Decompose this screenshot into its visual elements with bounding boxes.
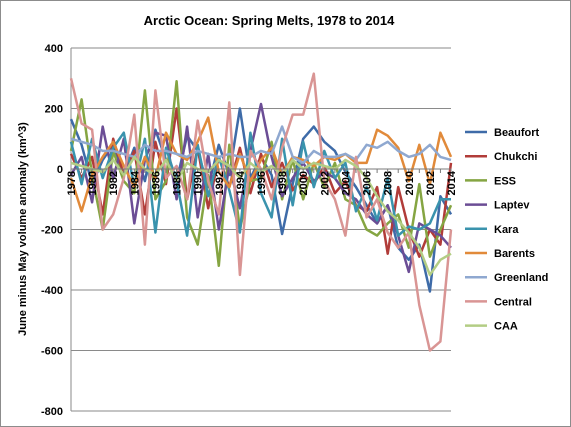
legend-label: CAA <box>494 321 518 333</box>
x-tick-label: 1988 <box>172 171 184 195</box>
x-tick-label: 1980 <box>87 171 99 195</box>
legend-label: Chukchi <box>494 151 537 163</box>
x-tick-label: 1994 <box>235 170 247 195</box>
legend: Beaufort Chukchi ESS Laptev Kara Barents Green… <box>465 127 548 333</box>
series-line-barents <box>69 116 453 213</box>
series-lines <box>69 72 453 352</box>
x-tick-label: 1978 <box>66 171 78 195</box>
legend-label: Beaufort <box>494 127 540 139</box>
y-tick-label: 0 <box>57 164 63 176</box>
series-line-ess <box>69 80 453 268</box>
series-line-chukchi <box>69 107 453 258</box>
x-tick-label: 1996 <box>256 171 268 195</box>
x-tick-label: 1998 <box>277 171 289 195</box>
x-tick-label: 1986 <box>150 171 162 195</box>
x-tick-label: 2008 <box>383 171 395 195</box>
chart-title: Arctic Ocean: Spring Melts, 1978 to 2014 <box>144 13 395 28</box>
x-tick-label: 2010 <box>404 171 416 195</box>
legend-label: Barents <box>494 248 535 260</box>
x-tick-label: 2000 <box>298 171 310 195</box>
x-tick-label: 1982 <box>108 171 120 195</box>
x-tick-label: 2012 <box>425 171 437 195</box>
y-tick-label: -400 <box>41 285 63 297</box>
legend-label: Greenland <box>494 272 548 284</box>
x-tick-label: 1990 <box>193 171 205 195</box>
series-line-laptev <box>69 102 452 274</box>
legend-label: Kara <box>494 224 519 236</box>
x-tick-label: 2004 <box>340 170 352 195</box>
y-tick-label: -200 <box>41 225 63 237</box>
x-tick-label: 1992 <box>214 171 226 195</box>
y-tick-label: -800 <box>41 406 63 418</box>
legend-label: ESS <box>494 175 516 187</box>
x-tick-label: 1984 <box>129 170 141 195</box>
y-axis-ticks: 400 200 0 -200 -400 -600 -800 <box>41 43 63 418</box>
y-tick-label: 400 <box>45 43 63 55</box>
x-tick-label: 2006 <box>362 171 374 195</box>
series-line-beaufort <box>69 107 453 293</box>
y-axis-label: June minus May volume anomaly (km^3) <box>17 122 29 336</box>
y-tick-label: -600 <box>41 346 63 358</box>
x-tick-label: 2002 <box>319 171 331 195</box>
x-tick-label: 2014 <box>446 170 458 195</box>
x-axis: 1978 1980 1982 1984 1986 1988 1990 1992 1994 1996… <box>66 168 458 195</box>
legend-label: Laptev <box>494 200 530 212</box>
y-tick-label: 200 <box>45 104 63 116</box>
legend-label: Central <box>494 296 532 308</box>
